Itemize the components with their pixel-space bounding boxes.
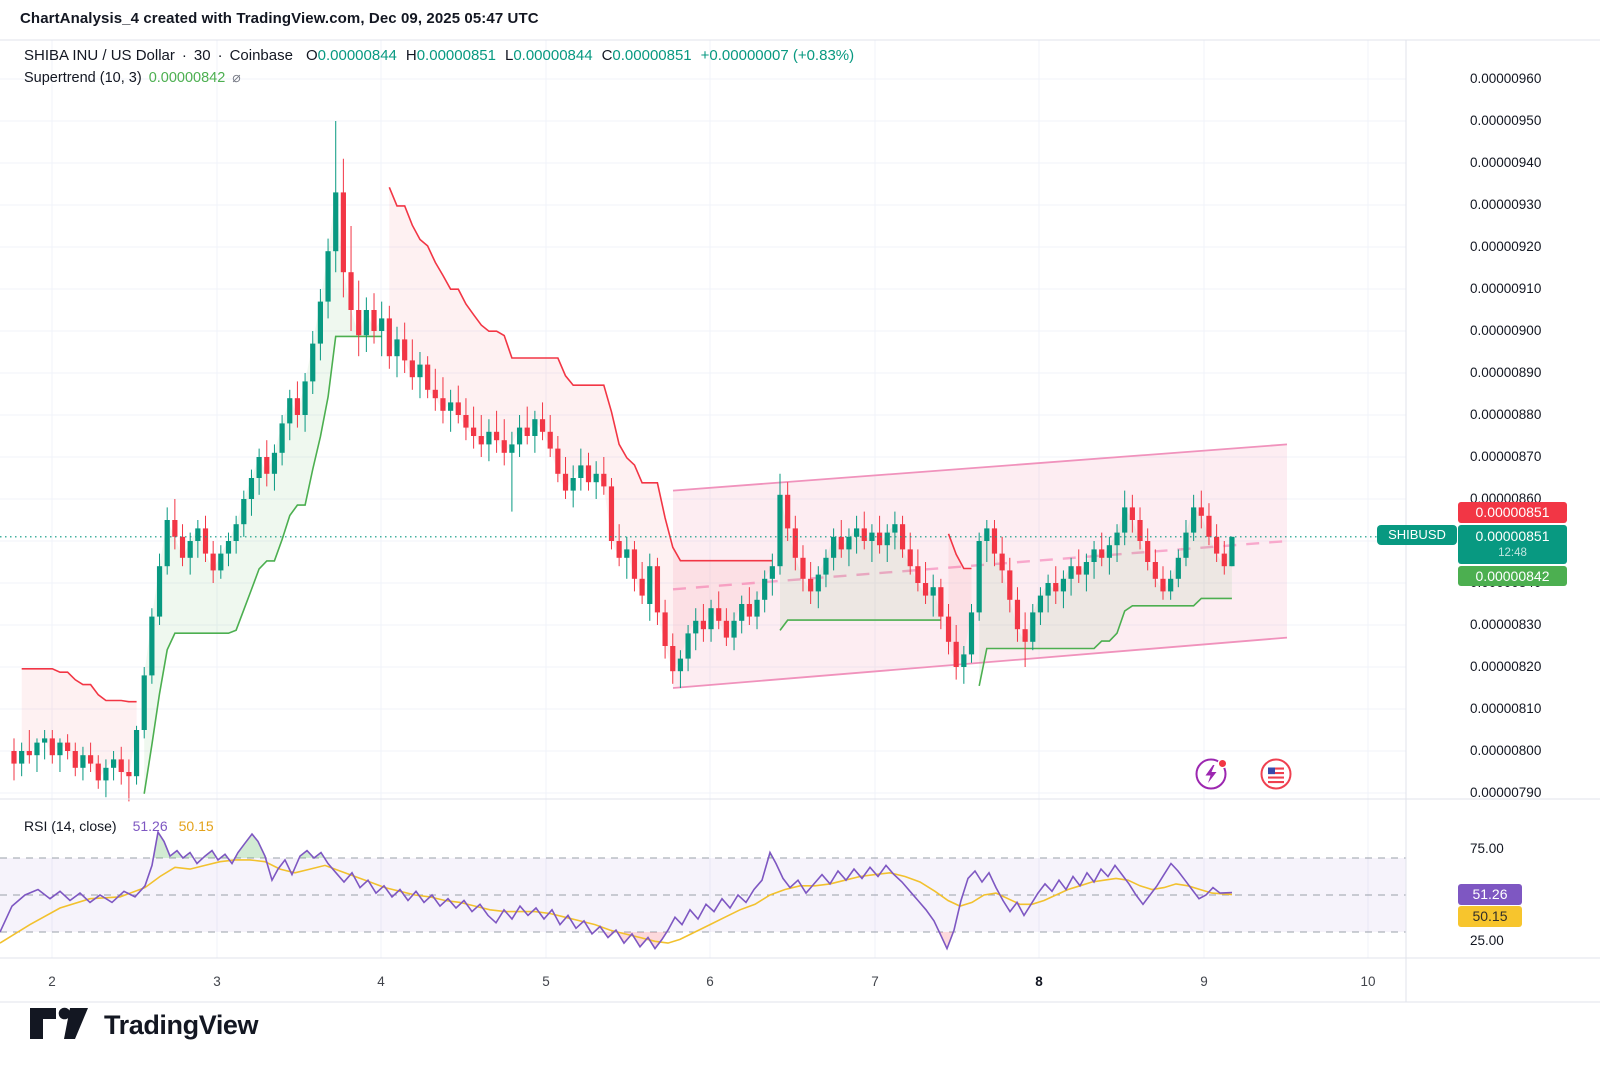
price-tick-label: 0.00000890	[1470, 365, 1542, 380]
price-tick-label: 0.00000920	[1470, 239, 1542, 254]
bar-countdown: 12:48	[1498, 547, 1527, 559]
rsi-ma-value: 50.15	[178, 818, 214, 834]
price-tick-label: 0.00000960	[1470, 71, 1542, 86]
rsi-title: RSI (14, close)	[24, 818, 117, 834]
time-axis-label: 10	[1360, 974, 1376, 989]
time-axis-label: 8	[1035, 974, 1043, 989]
time-axis-label: 2	[48, 974, 56, 989]
price-tick-label: 0.00000910	[1470, 281, 1542, 296]
time-axis-label: 3	[213, 974, 221, 989]
price-tick-label: 0.00000930	[1470, 197, 1542, 212]
supertrend-price-badge: 0.00000842	[1458, 566, 1567, 586]
price-tick-label: 0.00000940	[1470, 155, 1542, 170]
price-tick-label: 0.00000790	[1470, 785, 1542, 800]
price-tick-label: 0.00000900	[1470, 323, 1542, 338]
supertrend-hidden-icon: ⌀	[232, 69, 241, 85]
symbol-tag: SHIBUSD	[1377, 525, 1457, 545]
open-label: O	[305, 47, 318, 64]
high-value: 0.00000851	[416, 47, 496, 64]
price-tick-label: 0.00000830	[1470, 617, 1542, 632]
legend-separator: ·	[181, 47, 187, 64]
time-axis-label: 9	[1200, 974, 1208, 989]
time-axis-label: 7	[871, 974, 879, 989]
price-tick-label: 0.00000870	[1470, 449, 1542, 464]
supertrend-value: 0.00000842	[148, 69, 226, 86]
symbol-name: SHIBA INU / US Dollar	[24, 47, 175, 64]
streams-lightning-icon[interactable]	[1195, 758, 1228, 790]
rsi-value-badge: 51.26	[1458, 884, 1522, 905]
exchange-label: Coinbase	[229, 47, 293, 64]
time-axis-label: 5	[542, 974, 550, 989]
open-value: 0.00000844	[317, 47, 397, 64]
rsi-line	[0, 829, 1233, 951]
current-price-badge: 0.00000851 12:48	[1458, 525, 1567, 564]
candlestick-series	[11, 121, 1235, 802]
rsi-tick-label: 25.00	[1470, 933, 1504, 949]
supertrend-indicator	[21, 186, 1232, 794]
rsi-value: 51.26	[132, 818, 168, 834]
price-tick-label: 0.00000810	[1470, 701, 1542, 716]
interval-label: 30	[193, 47, 211, 64]
watermark-title: ChartAnalysis_4 created with TradingView…	[20, 10, 539, 27]
events-buttons	[1194, 755, 1294, 798]
current-price-value: 0.00000851	[1475, 528, 1550, 544]
price-tick-label: 0.00000880	[1470, 407, 1542, 422]
supertrend-name: Supertrend (10, 3)	[24, 69, 142, 86]
close-label: C	[601, 47, 613, 64]
high-label: H	[405, 47, 417, 64]
ohlc-values: O0.00000844 H0.00000851 L0.00000844 C0.0…	[306, 47, 854, 64]
time-axis-label: 4	[377, 974, 385, 989]
price-tick-label: 0.00000820	[1470, 659, 1542, 674]
supertrend-legend[interactable]: Supertrend (10, 3) 0.00000842 ⌀	[24, 69, 241, 86]
time-axis-label: 6	[706, 974, 714, 989]
rsi-legend[interactable]: RSI (14, close) 51.26 50.15	[24, 818, 214, 834]
tradingview-logo[interactable]: TradingView	[28, 1004, 259, 1046]
price-tick-label: 0.00000950	[1470, 113, 1542, 128]
low-value: 0.00000844	[513, 47, 593, 64]
tradingview-logo-glyph	[30, 1007, 88, 1039]
price-tick-label: 0.00000800	[1470, 743, 1542, 758]
symbol-legend[interactable]: SHIBA INU / US Dollar · 30 · Coinbase O0…	[24, 47, 854, 64]
rsi-tick-label: 75.00	[1470, 840, 1504, 856]
alert-price-badge: 0.00000851	[1458, 502, 1567, 523]
low-label: L	[504, 47, 514, 64]
legend-separator: ·	[217, 47, 223, 64]
rsi-ma-value-badge: 50.15	[1458, 906, 1522, 927]
tradingview-brand-text: TradingView	[104, 1009, 259, 1040]
rsi-ma-line	[0, 859, 1233, 944]
us-flag-economic-events-icon[interactable]	[1260, 758, 1292, 790]
rsi-indicator	[0, 829, 1406, 951]
change-value: +0.00000007 (+0.83%)	[700, 47, 855, 64]
close-value: 0.00000851	[612, 47, 692, 64]
